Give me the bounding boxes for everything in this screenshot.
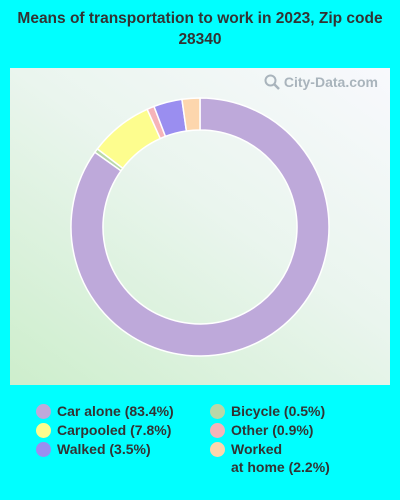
legend-label: Bicycle (0.5%) — [231, 403, 326, 419]
legend-swatch — [210, 441, 225, 457]
legend-item: Other (0.9%) — [210, 421, 313, 439]
watermark-text: City-Data.com — [283, 74, 378, 90]
watermark: City-Data.com — [264, 74, 378, 90]
donut-chart — [70, 97, 330, 357]
search-icon — [264, 74, 280, 90]
legend-label: Car alone (83.4%) — [57, 403, 174, 419]
plot-area: City-Data.com — [10, 68, 390, 385]
legend-label: Carpooled (7.8%) — [57, 422, 172, 438]
donut-slice-0 — [70, 97, 330, 357]
legend-item: Bicycle (0.5%) — [210, 402, 325, 420]
legend-item: Walked (3.5%) — [36, 440, 151, 458]
legend-label: Other (0.9%) — [231, 422, 314, 438]
legend-swatch — [210, 422, 225, 438]
legend-label: Walked (3.5%) — [57, 441, 151, 457]
legend-item: Worked at home (2.2%) — [210, 440, 330, 476]
legend-swatch — [36, 441, 51, 457]
legend-swatch — [36, 422, 51, 438]
legend-swatch — [36, 403, 51, 419]
legend-item: Car alone (83.4%) — [36, 402, 174, 420]
donut-slice-5 — [181, 97, 201, 132]
legend-label: Worked at home (2.2%) — [231, 441, 330, 475]
legend-swatch — [210, 403, 225, 419]
chart-title: Means of transportation to work in 2023,… — [17, 10, 383, 48]
legend-item: Carpooled (7.8%) — [36, 421, 171, 439]
